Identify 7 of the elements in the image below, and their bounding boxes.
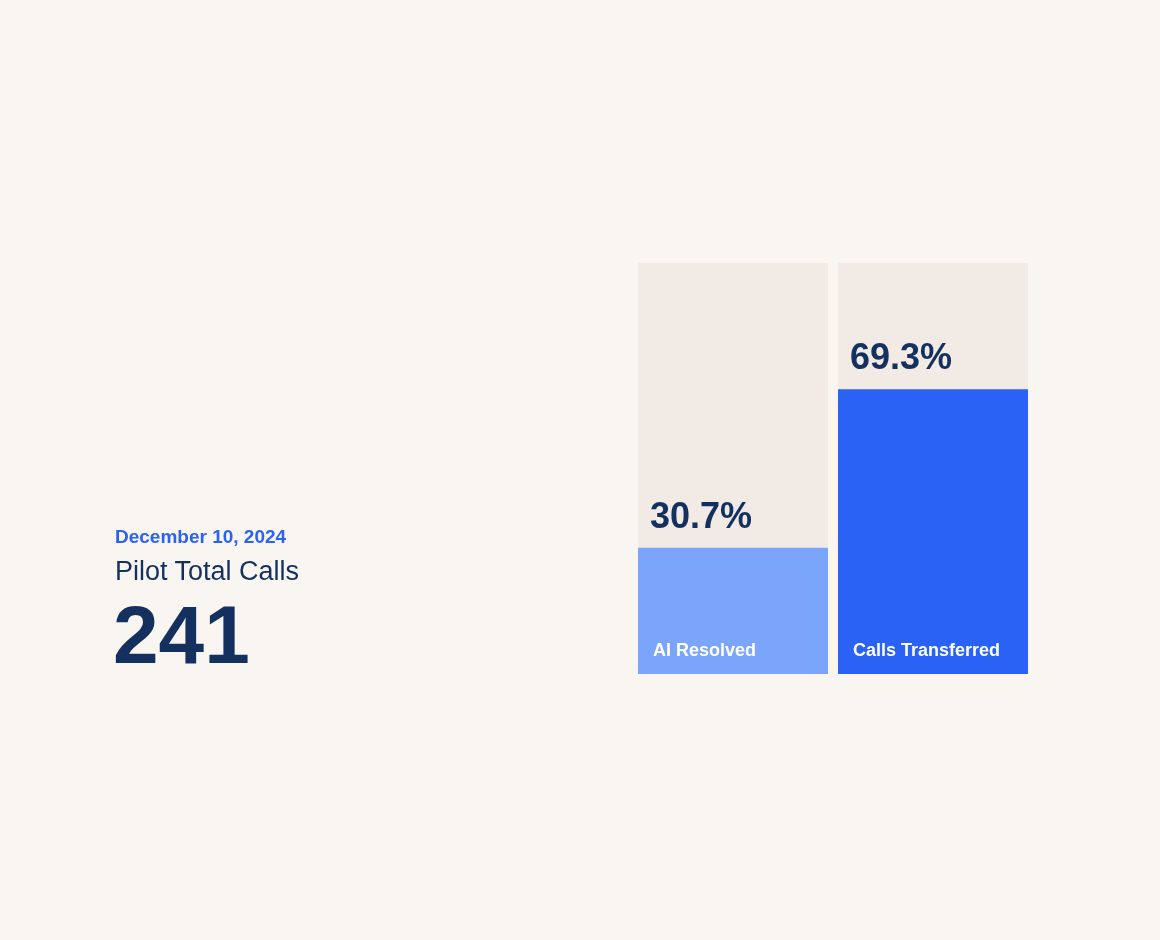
text: 241 — [113, 589, 250, 680]
x-tick-label: Calls Transferred — [853, 639, 1001, 660]
data-label: 30.7% — [650, 494, 753, 536]
text: Pilot Total Calls — [115, 556, 300, 587]
text: December 10, 2024 — [115, 526, 287, 548]
data-label: 69.3% — [850, 336, 953, 378]
x-tick-label: AI Resolved — [653, 639, 757, 660]
